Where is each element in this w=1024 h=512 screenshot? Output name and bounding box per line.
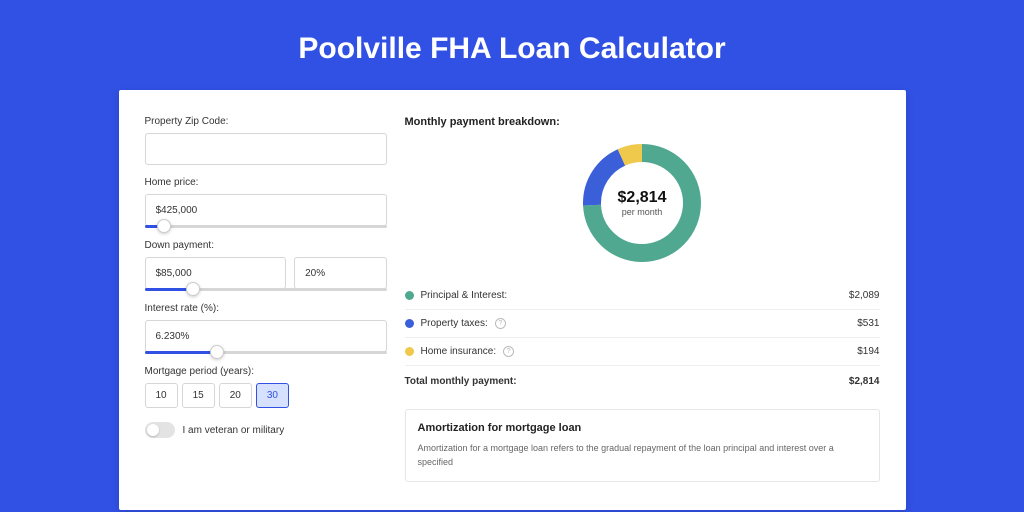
period-button-30[interactable]: 30: [256, 383, 289, 408]
amortization-text: Amortization for a mortgage loan refers …: [418, 442, 867, 469]
legend-dot: [405, 347, 414, 356]
breakdown-column: Monthly payment breakdown: $2,814 per mo…: [387, 116, 880, 510]
amortization-title: Amortization for mortgage loan: [418, 422, 867, 434]
zip-label: Property Zip Code:: [145, 116, 387, 127]
breakdown-row: Home insurance:? $194: [405, 338, 880, 366]
legend-dot: [405, 291, 414, 300]
down-payment-input[interactable]: [145, 257, 287, 289]
info-icon[interactable]: ?: [495, 318, 506, 329]
breakdown-rows: Principal & Interest: $2,089 Property taxe…: [405, 282, 880, 366]
mortgage-period-field: Mortgage period (years): 10152030: [145, 366, 387, 408]
home-price-slider[interactable]: [145, 225, 387, 228]
calculator-card: Property Zip Code: Home price: Down paym…: [119, 90, 906, 510]
inputs-column: Property Zip Code: Home price: Down paym…: [145, 116, 387, 510]
interest-rate-slider[interactable]: [145, 351, 387, 354]
page-title: Poolville FHA Loan Calculator: [0, 0, 1024, 90]
total-row: Total monthly payment: $2,814: [405, 366, 880, 395]
home-price-label: Home price:: [145, 177, 387, 188]
mortgage-period-label: Mortgage period (years):: [145, 366, 387, 377]
donut-chart: $2,814 per month: [581, 142, 703, 264]
mortgage-period-buttons: 10152030: [145, 383, 387, 408]
down-payment-pct-input[interactable]: [294, 257, 386, 289]
breakdown-label: Home insurance:: [421, 346, 497, 357]
zip-field: Property Zip Code:: [145, 116, 387, 165]
breakdown-label: Property taxes:: [421, 318, 488, 329]
donut-chart-wrap: $2,814 per month: [405, 142, 880, 264]
veteran-toggle[interactable]: [145, 422, 175, 438]
toggle-knob: [147, 424, 159, 436]
home-price-input[interactable]: [145, 194, 387, 226]
zip-input[interactable]: [145, 133, 387, 165]
donut-sub: per month: [622, 207, 663, 217]
info-icon[interactable]: ?: [503, 346, 514, 357]
period-button-10[interactable]: 10: [145, 383, 178, 408]
breakdown-value: $2,089: [849, 290, 880, 301]
breakdown-row: Principal & Interest: $2,089: [405, 282, 880, 310]
down-payment-slider[interactable]: [145, 288, 387, 291]
down-payment-field: Down payment:: [145, 240, 387, 291]
home-price-field: Home price:: [145, 177, 387, 228]
down-payment-label: Down payment:: [145, 240, 387, 251]
breakdown-label: Principal & Interest:: [421, 290, 508, 301]
period-button-15[interactable]: 15: [182, 383, 215, 408]
interest-rate-input[interactable]: [145, 320, 387, 352]
breakdown-value: $531: [857, 318, 879, 329]
veteran-row: I am veteran or military: [145, 422, 387, 438]
donut-value: $2,814: [618, 189, 667, 207]
breakdown-title: Monthly payment breakdown:: [405, 116, 880, 128]
breakdown-row: Property taxes:? $531: [405, 310, 880, 338]
interest-rate-label: Interest rate (%):: [145, 303, 387, 314]
interest-rate-field: Interest rate (%):: [145, 303, 387, 354]
amortization-box: Amortization for mortgage loan Amortizat…: [405, 409, 880, 482]
breakdown-value: $194: [857, 346, 879, 357]
period-button-20[interactable]: 20: [219, 383, 252, 408]
veteran-label: I am veteran or military: [183, 425, 285, 436]
legend-dot: [405, 319, 414, 328]
total-label: Total monthly payment:: [405, 376, 517, 387]
total-value: $2,814: [849, 376, 880, 387]
